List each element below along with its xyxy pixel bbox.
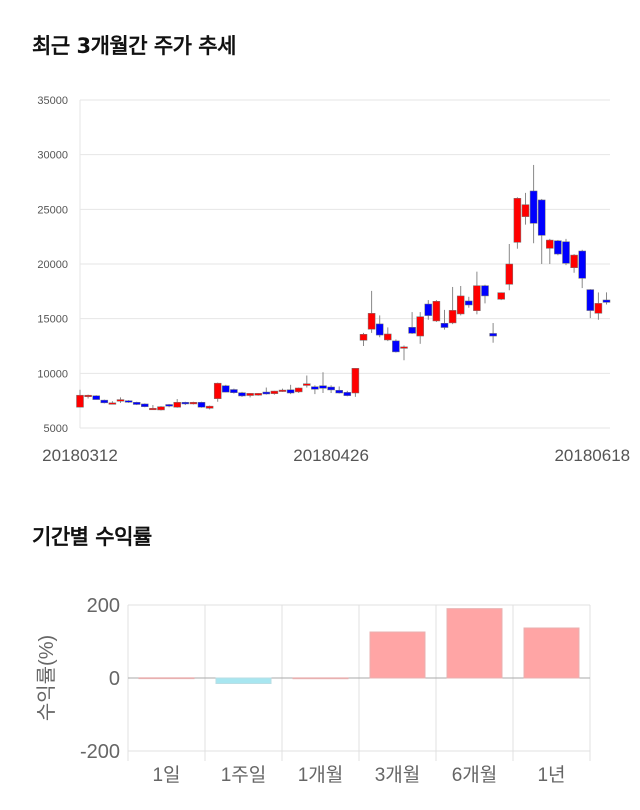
candle-body — [124, 400, 133, 403]
candle-body — [456, 295, 465, 315]
candle-body — [270, 390, 279, 394]
candle-body — [537, 199, 546, 236]
candle-body — [400, 346, 408, 349]
candle-body — [246, 393, 254, 396]
candle-body — [416, 316, 424, 337]
candle-body — [149, 408, 157, 411]
candle-body — [497, 292, 505, 300]
y-tick-label: 35000 — [37, 95, 68, 107]
candle-body — [505, 263, 514, 285]
candle-body — [432, 301, 441, 322]
x-tick-label: 1주일 — [221, 764, 267, 786]
y-tick-label: 200 — [87, 595, 120, 617]
candle-body — [367, 313, 376, 330]
x-tick-label: 1일 — [152, 764, 180, 786]
price-trend-title: 최근 3개월간 주가 추세 — [32, 34, 236, 58]
candle-body — [92, 395, 100, 400]
candle-body — [570, 254, 578, 268]
candle-body — [473, 285, 481, 311]
candle-body — [554, 240, 562, 255]
y-tick-label: -200 — [80, 741, 120, 763]
candle-body — [359, 334, 368, 341]
candle-body — [132, 402, 141, 405]
candle-body — [230, 389, 238, 393]
x-tick-label: 3개월 — [375, 764, 421, 786]
candle-body — [327, 386, 335, 391]
candle-body — [286, 389, 295, 394]
candle-body — [165, 404, 173, 407]
candlestick-chart: 35000 30000 25000 20000 15000 10000 5000 201803… — [37, 95, 630, 465]
y-tick-label: 10000 — [37, 368, 68, 380]
candle-body — [84, 394, 92, 397]
candle-body — [392, 340, 400, 353]
y-tick-label: 15000 — [37, 314, 68, 326]
candle-body — [173, 402, 181, 408]
candle-body — [586, 289, 595, 311]
candle-body — [141, 403, 149, 407]
x-tick-label: 20180312 — [42, 446, 118, 465]
return-bar — [446, 608, 503, 679]
candle-body — [100, 399, 109, 404]
y-tick-label: 20000 — [37, 259, 68, 271]
candle-body — [205, 405, 214, 409]
candle-body — [513, 198, 522, 243]
candle-body — [76, 394, 84, 408]
x-tick-label: 1개월 — [298, 764, 344, 786]
candle-body — [116, 399, 125, 402]
candle-body — [440, 323, 449, 328]
candle-body — [157, 406, 165, 411]
candle-body — [594, 303, 603, 314]
candle-body — [448, 310, 457, 324]
candle-body — [303, 383, 311, 386]
x-tick-label: 20180618 — [554, 446, 630, 465]
x-tick-label: 1년 — [537, 764, 565, 786]
y-tick-label: 5000 — [44, 423, 68, 435]
y-tick-label: 25000 — [37, 204, 68, 216]
candle-body — [384, 333, 392, 341]
candle-body — [578, 250, 586, 279]
candle-body — [222, 385, 230, 393]
candle-body — [108, 402, 117, 405]
candle-body — [521, 204, 530, 217]
candle-body — [343, 392, 352, 396]
x-tick-label: 6개월 — [452, 764, 498, 786]
candle-body — [562, 241, 570, 264]
candle-body — [254, 393, 262, 396]
candle-body — [408, 327, 416, 334]
candle-body — [319, 385, 327, 389]
candle-body — [335, 390, 343, 394]
candle-body — [213, 382, 222, 399]
candle-body — [465, 300, 473, 306]
return-bar — [369, 631, 426, 679]
candle-body — [375, 323, 384, 336]
candle-body — [278, 389, 287, 392]
candle-body — [262, 391, 271, 395]
candle-body — [602, 299, 611, 303]
candle-body — [311, 386, 319, 390]
candle-body — [189, 402, 198, 405]
candle-body — [424, 303, 433, 316]
return-bar — [292, 677, 349, 680]
y-axis-label: 수익률(%) — [35, 635, 58, 721]
candle-body — [351, 368, 360, 394]
candle-body — [489, 333, 497, 337]
candle-body — [197, 402, 206, 408]
y-tick-label: 30000 — [37, 150, 68, 162]
y-tick-label: 0 — [109, 668, 120, 690]
candle-body — [546, 239, 554, 249]
return-bar — [523, 627, 580, 679]
candle-body — [181, 402, 190, 405]
candle-body — [238, 392, 246, 397]
candle-body — [481, 285, 489, 297]
candle-body — [294, 387, 303, 393]
returns-title: 기간별 수익률 — [32, 525, 152, 549]
return-bar — [215, 677, 272, 684]
x-tick-label: 20180426 — [293, 446, 369, 465]
candle-body — [529, 190, 538, 224]
return-bar — [138, 677, 195, 680]
